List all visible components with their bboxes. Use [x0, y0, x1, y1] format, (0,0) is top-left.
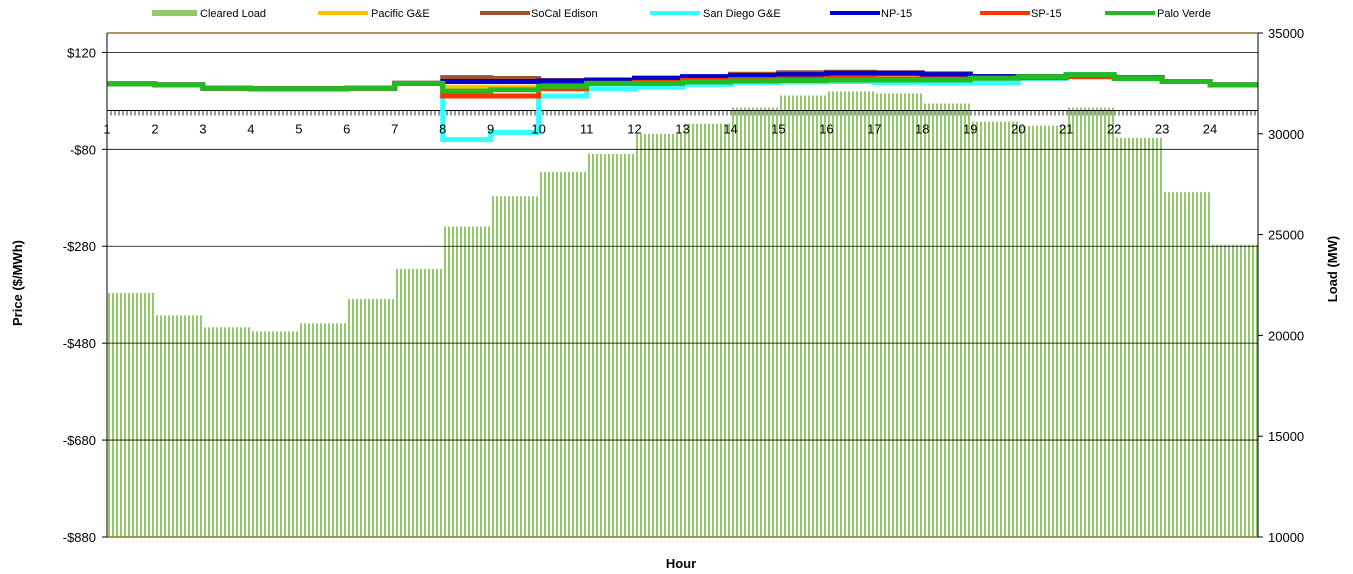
x-tick-label-6: 6: [343, 122, 350, 137]
y-tick-label-3: -$280: [63, 239, 96, 254]
x-tick-label-21: 21: [1059, 122, 1073, 137]
legend: Cleared Load Pacific G&E SoCal Edison Sa…: [152, 8, 1211, 20]
load-bar-hour-20: [1018, 126, 1066, 537]
x-tick-label-19: 19: [963, 122, 977, 137]
load-bar-hour-8: [443, 227, 491, 537]
legend-label-sp15: SP-15: [1031, 8, 1062, 20]
x-tick-label-7: 7: [391, 122, 398, 137]
load-bar-hour-22: [1114, 138, 1162, 537]
load-bar-hour-2: [155, 315, 203, 537]
load-bar-hour-15: [778, 95, 826, 537]
x-axis-title: Hour: [666, 556, 696, 571]
load-bar-hour-10: [539, 172, 587, 537]
y2-tick-label-1: 15000: [1268, 429, 1304, 444]
load-bar-hour-14: [730, 108, 778, 537]
x-tick-label-16: 16: [819, 122, 833, 137]
y2-tick-label-5: 35000: [1268, 26, 1304, 41]
x-tick-label-2: 2: [151, 122, 158, 137]
x-tick-label-14: 14: [723, 122, 737, 137]
load-bar-hour-17: [874, 93, 922, 537]
x-tick-label-20: 20: [1011, 122, 1025, 137]
x-tick-label-10: 10: [531, 122, 545, 137]
x-tick-label-1: 1: [103, 122, 110, 137]
load-bar-hour-12: [635, 134, 683, 537]
legend-label-san-diego-ge: San Diego G&E: [703, 8, 781, 20]
load-bar-hour-4: [251, 331, 299, 537]
x-tick-label-3: 3: [199, 122, 206, 137]
load-axis: 10000 15000 20000 25000 30000 35000: [1258, 26, 1304, 545]
x-tick-label-17: 17: [867, 122, 881, 137]
load-bar-hour-24: [1210, 245, 1258, 537]
x-tick-label-22: 22: [1107, 122, 1121, 137]
x-tick-label-13: 13: [675, 122, 689, 137]
load-bar-hour-11: [587, 154, 635, 537]
x-tick-label-8: 8: [439, 122, 446, 137]
load-bar-hour-7: [395, 269, 443, 537]
x-tick-label-5: 5: [295, 122, 302, 137]
y2-axis-title: Load (MW): [1325, 236, 1340, 302]
y-axis-title: Price ($/MWh): [10, 240, 25, 326]
load-bar-hour-21: [1066, 108, 1114, 537]
zero-axis-minor-ticks: [107, 111, 1255, 116]
x-tick-label-9: 9: [487, 122, 494, 137]
y2-tick-label-0: 10000: [1268, 530, 1304, 545]
legend-label-palo-verde: Palo Verde: [1157, 8, 1211, 20]
load-bar-hour-19: [970, 122, 1018, 537]
y-tick-label-2: -$480: [63, 336, 96, 351]
legend-label-np15: NP-15: [881, 8, 912, 20]
load-bar-hour-6: [347, 299, 395, 537]
load-bar-hour-16: [826, 91, 874, 537]
y-tick-label-5: $120: [67, 45, 96, 60]
load-bar-hour-23: [1162, 192, 1210, 537]
load-bar-hour-13: [683, 124, 731, 537]
x-tick-label-11: 11: [580, 122, 594, 137]
load-bar-hour-1: [107, 293, 155, 537]
load-bar-hour-9: [491, 196, 539, 537]
load-bar-hour-5: [299, 323, 347, 537]
price-axis: -$880 -$680 -$480 -$280 -$80 $120: [63, 45, 107, 545]
legend-label-cleared-load: Cleared Load: [200, 8, 266, 20]
y2-tick-label-2: 20000: [1268, 328, 1304, 343]
load-bar-hour-18: [922, 104, 970, 537]
load-bars: [107, 91, 1258, 537]
legend-label-socal-edison: SoCal Edison: [531, 8, 598, 20]
y2-tick-label-3: 25000: [1268, 228, 1304, 243]
x-tick-label-24: 24: [1203, 122, 1217, 137]
y-tick-label-1: -$680: [63, 433, 96, 448]
load-bar-hour-3: [203, 327, 251, 537]
x-tick-label-23: 23: [1155, 122, 1169, 137]
y2-tick-label-4: 30000: [1268, 127, 1304, 142]
y-tick-label-4: -$80: [70, 142, 96, 157]
legend-label-pacific-ge: Pacific G&E: [371, 8, 430, 20]
x-tick-label-12: 12: [627, 122, 641, 137]
x-tick-label-15: 15: [771, 122, 785, 137]
x-tick-label-18: 18: [915, 122, 929, 137]
legend-swatch-cleared-load: [152, 10, 197, 16]
y-tick-label-0: -$880: [63, 530, 96, 545]
x-tick-label-4: 4: [247, 122, 254, 137]
